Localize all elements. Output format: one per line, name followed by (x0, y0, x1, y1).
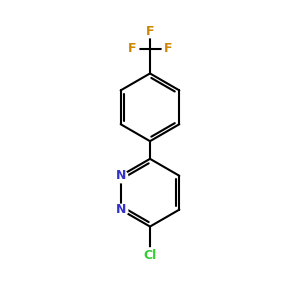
Text: N: N (116, 203, 126, 216)
Text: N: N (116, 169, 126, 182)
Text: F: F (146, 25, 154, 38)
Text: Cl: Cl (143, 249, 157, 262)
Text: F: F (128, 42, 136, 55)
Text: F: F (164, 42, 172, 55)
